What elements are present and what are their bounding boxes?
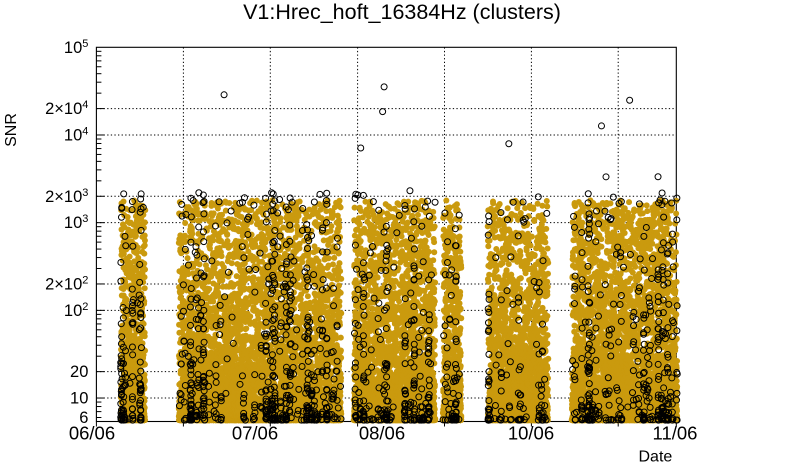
svg-text:20: 20	[70, 363, 88, 381]
svg-text:10/06: 10/06	[508, 423, 554, 444]
svg-text:11/06: 11/06	[653, 423, 698, 444]
svg-text:06/06: 06/06	[69, 423, 115, 444]
svg-text:08/06: 08/06	[359, 423, 405, 444]
svg-text:V1:Hrec_hoft_16384Hz (clusters: V1:Hrec_hoft_16384Hz (clusters)	[243, 0, 561, 24]
svg-text:Date: Date	[639, 449, 673, 466]
svg-text:2×102: 2×102	[45, 274, 88, 293]
svg-text:2×104: 2×104	[45, 99, 88, 118]
svg-text:2×103: 2×103	[45, 187, 88, 206]
svg-text:10: 10	[70, 390, 88, 408]
svg-text:07/06: 07/06	[232, 423, 278, 444]
svg-text:SNR: SNR	[3, 113, 20, 147]
